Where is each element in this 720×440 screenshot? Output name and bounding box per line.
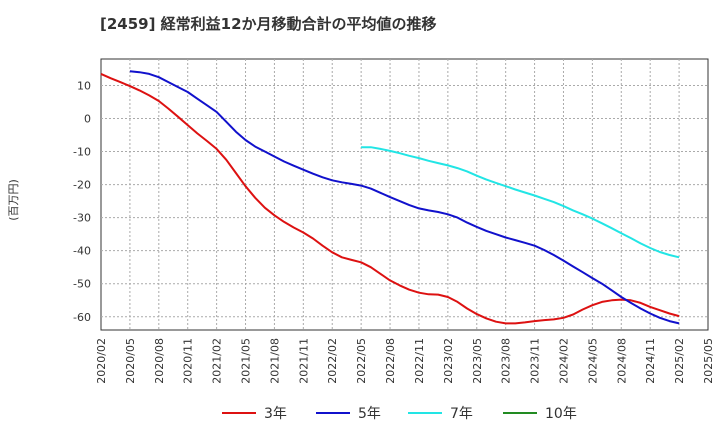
y-tick-label: -30 bbox=[73, 212, 91, 225]
legend-label-2: 5年 bbox=[358, 406, 381, 422]
x-tick-label: 2022/11 bbox=[413, 338, 426, 384]
x-tick-label: 2024/05 bbox=[586, 338, 599, 384]
series-layer bbox=[100, 70, 680, 325]
y-tick-label: 0 bbox=[84, 112, 91, 125]
series-line-1 bbox=[100, 72, 680, 325]
x-tick-label: 2023/08 bbox=[500, 338, 513, 384]
plot-area bbox=[100, 58, 709, 331]
x-tick-label: 2021/05 bbox=[240, 338, 253, 384]
legend-label-3: 7年 bbox=[450, 406, 473, 422]
x-tick-label: 2023/05 bbox=[471, 338, 484, 384]
x-tick-label: 2022/08 bbox=[384, 338, 397, 384]
x-tick-label: 2024/02 bbox=[557, 338, 570, 384]
grid-vertical bbox=[129, 59, 680, 330]
y-axis-label: (百万円) bbox=[7, 179, 20, 221]
x-tick-label: 2024/08 bbox=[615, 338, 628, 384]
x-tick-label: 2021/08 bbox=[268, 338, 281, 384]
x-tick-label: 2021/11 bbox=[297, 338, 310, 384]
series-line-3 bbox=[361, 146, 680, 259]
legend: 3年 5年 7年 10年 bbox=[222, 406, 577, 422]
x-tick-label: 2022/02 bbox=[326, 338, 339, 384]
y-tick-label: -10 bbox=[73, 146, 91, 159]
x-tick-label: 2025/02 bbox=[673, 338, 686, 384]
x-tick-label: 2020/05 bbox=[124, 338, 137, 384]
x-tick-label: 2020/11 bbox=[182, 338, 195, 384]
x-tick-label: 2022/05 bbox=[355, 338, 368, 384]
x-tick-label: 2025/05 bbox=[702, 338, 715, 384]
legend-label-4: 10年 bbox=[545, 406, 577, 422]
series-line-2 bbox=[129, 70, 680, 325]
x-tick-label: 2021/02 bbox=[211, 338, 224, 384]
y-tick-label: -60 bbox=[73, 311, 91, 324]
x-tick-label: 2023/11 bbox=[529, 338, 542, 384]
x-tick-label: 2024/11 bbox=[644, 338, 657, 384]
x-tick-label: 2020/02 bbox=[95, 338, 108, 384]
y-tick-label: -40 bbox=[73, 245, 91, 258]
x-axis: 2020/02 2020/05 2020/08 2020/11 2021/02 2021/… bbox=[95, 338, 715, 384]
y-tick-label: 10 bbox=[77, 79, 91, 92]
x-tick-label: 2023/02 bbox=[442, 338, 455, 384]
grid-horizontal bbox=[101, 84, 708, 318]
x-tick-label: 2020/08 bbox=[153, 338, 166, 384]
y-tick-label: -50 bbox=[73, 278, 91, 291]
legend-label-1: 3年 bbox=[264, 406, 287, 422]
y-tick-label: -20 bbox=[73, 179, 91, 192]
y-axis: 10 0 -10 -20 -30 -40 -50 -60 bbox=[73, 79, 91, 323]
chart-title: [2459] 経常利益12か月移動合計の平均値の推移 bbox=[100, 15, 437, 33]
